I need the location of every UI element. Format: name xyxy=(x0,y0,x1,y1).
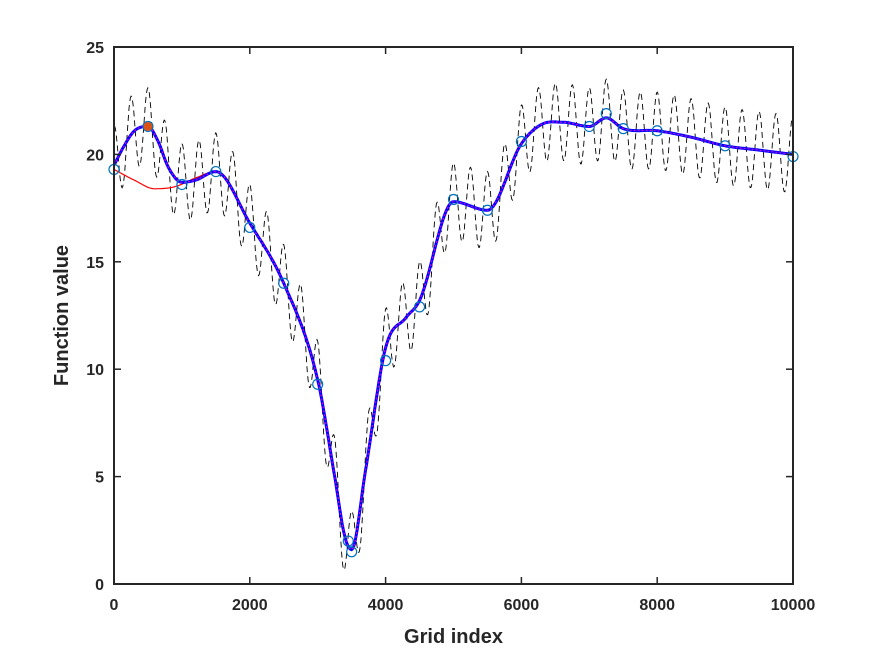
y-axis-ticks: 0 5 10 15 20 25 xyxy=(86,40,793,594)
x-axis-ticks: 0 2000 4000 6000 8000 10000 xyxy=(110,47,816,614)
series-layer xyxy=(112,78,794,571)
sample-point-marker xyxy=(617,123,629,135)
sample-point-marker xyxy=(447,193,460,206)
sample-point-marker xyxy=(142,120,154,133)
sample-point-marker xyxy=(210,165,222,178)
y-tick-label: 5 xyxy=(95,470,104,487)
x-tick-label: 6000 xyxy=(504,597,540,614)
sample-point-marker xyxy=(515,135,528,148)
sample-point-marker xyxy=(600,107,612,120)
x-tick-label: 0 xyxy=(110,597,119,614)
sample-point-marker xyxy=(176,178,188,191)
x-tick-label: 2000 xyxy=(232,597,268,614)
sample-point-marker xyxy=(342,535,354,547)
sample-point-marker xyxy=(651,125,663,137)
y-tick-label: 0 xyxy=(95,577,104,594)
sample-point-marker xyxy=(278,277,290,289)
y-tick-label: 20 xyxy=(86,147,104,164)
axes-box xyxy=(113,46,794,585)
sample-point-marker xyxy=(312,378,324,390)
sample-point-marker xyxy=(413,301,426,313)
plot-area xyxy=(108,78,799,571)
sample-point-marker xyxy=(481,204,494,216)
sample-point-marker xyxy=(719,140,731,152)
sample-point-marker xyxy=(380,355,392,367)
x-tick-label: 8000 xyxy=(639,597,675,614)
marker-layer xyxy=(108,107,799,558)
sample-point-marker xyxy=(346,546,358,558)
sample-point-marker xyxy=(583,120,595,133)
y-axis-label: Function value xyxy=(51,245,73,386)
y-tick-label: 25 xyxy=(86,40,104,57)
highlight-point-marker xyxy=(143,121,153,131)
series-magenta-overlay xyxy=(113,117,794,551)
sample-point-marker xyxy=(244,221,256,234)
x-axis-label: Grid index xyxy=(404,626,503,648)
y-tick-label: 10 xyxy=(86,362,104,379)
x-tick-label: 4000 xyxy=(368,597,404,614)
y-tick-label: 15 xyxy=(86,255,104,272)
x-tick-label: 10000 xyxy=(771,597,816,614)
series-dashed-oscillation xyxy=(113,78,794,571)
